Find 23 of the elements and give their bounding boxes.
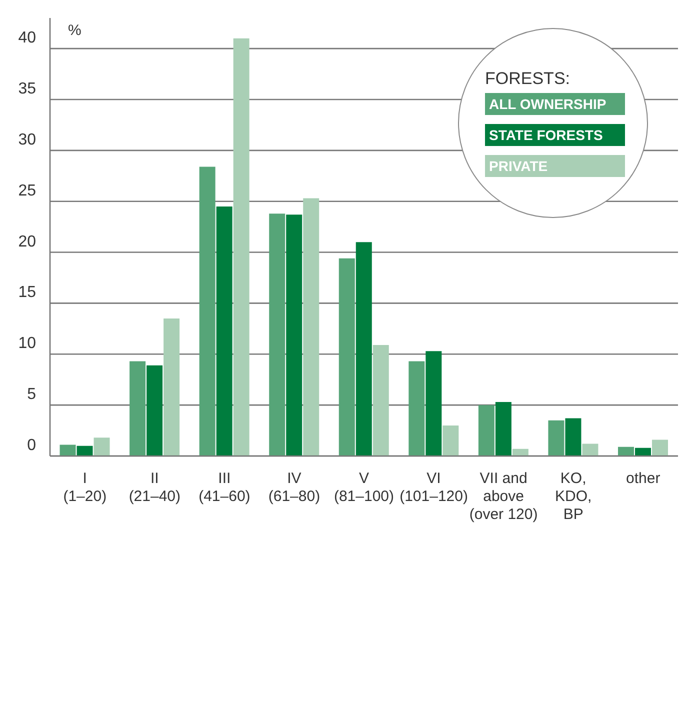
x-tick-label: IV (61–80) bbox=[268, 470, 320, 505]
y-tick-label: 30 bbox=[18, 131, 36, 148]
x-tick-label: I (1–20) bbox=[63, 470, 107, 505]
text: ALL OWNERSHIP bbox=[489, 96, 606, 112]
x-tick-label: VI (101–120) bbox=[400, 470, 468, 505]
y-tick-label: 5 bbox=[27, 386, 36, 404]
y-tick-label: 15 bbox=[18, 284, 36, 302]
y-tick-label: 10 bbox=[18, 335, 36, 352]
text: PRIVATE bbox=[489, 158, 548, 174]
x-tick-label: VII and above (over 120) bbox=[469, 470, 538, 523]
x-tick-label: KO, KDO, BP bbox=[554, 470, 592, 523]
y-tick-label: 25 bbox=[18, 182, 36, 200]
x-tick-label: III (41–60) bbox=[198, 470, 250, 505]
y-tick-label: 40 bbox=[18, 30, 36, 47]
x-tick-label: V (81–100) bbox=[334, 470, 394, 505]
y-tick-label: 0 bbox=[27, 437, 36, 454]
text: STATE FORESTS bbox=[489, 127, 603, 143]
legend-title: FORESTS: bbox=[485, 69, 572, 89]
x-tick-label: other bbox=[626, 470, 660, 487]
y-axis-title: % bbox=[68, 22, 82, 39]
y-tick-label: 35 bbox=[18, 80, 36, 98]
y-tick-label: 20 bbox=[18, 233, 36, 250]
x-tick-label: II (21–40) bbox=[128, 470, 181, 505]
